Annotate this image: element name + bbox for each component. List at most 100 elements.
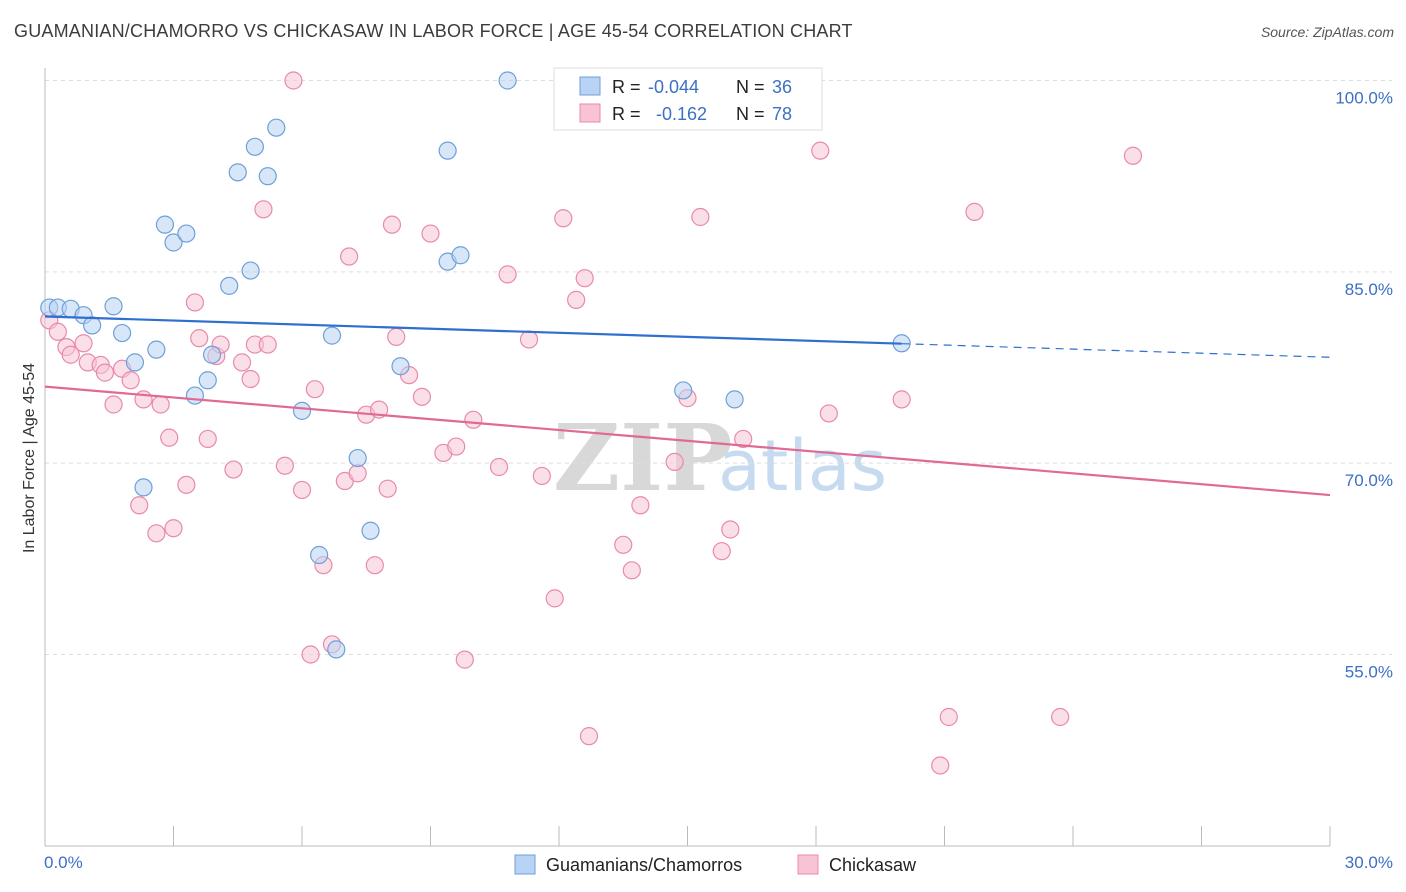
chart-title: GUAMANIAN/CHAMORRO VS CHICKASAW IN LABOR…: [14, 21, 853, 41]
chickasaw-point: [447, 437, 466, 456]
y-tick-label: 55.0%: [1345, 663, 1393, 682]
guamanian-point: [147, 340, 166, 359]
chickasaw-point: [232, 353, 252, 372]
legend-r-label-blue: R =: [612, 77, 641, 97]
guamanian-point: [438, 141, 457, 160]
chickasaw-point: [160, 428, 179, 447]
chickasaw-point: [284, 71, 303, 90]
chickasaw-point: [365, 556, 384, 575]
chickasaw-point: [665, 452, 684, 471]
chickasaw-point: [275, 456, 294, 475]
guamanian-point: [310, 545, 329, 565]
guamanian-point: [451, 246, 470, 265]
guamanian-point: [674, 381, 693, 400]
chickasaw-point: [130, 496, 149, 515]
chickasaw-point: [965, 202, 984, 221]
chickasaw-point: [224, 460, 243, 479]
watermark-zip: ZIP: [553, 404, 732, 512]
source-label: Source: ZipAtlas.com: [1260, 24, 1394, 40]
guamanian-point: [83, 316, 102, 335]
guamanian-point: [498, 71, 517, 90]
legend-r-value-blue: -0.044: [648, 77, 699, 97]
guamanian-point: [202, 345, 222, 364]
chickasaw-point: [177, 475, 196, 494]
chickasaw-point: [258, 335, 277, 354]
x-axis-ticks: [44, 826, 1331, 846]
chickasaw-point: [61, 345, 80, 364]
chickasaw-point: [382, 215, 402, 234]
chickasaw-point: [631, 496, 650, 515]
guamanian-point: [155, 215, 175, 234]
chickasaw-point: [104, 395, 123, 414]
chickasaw-point: [455, 650, 474, 669]
chickasaw-point: [421, 224, 440, 243]
bottom-legend: Guamanians/Chamorros Chickasaw: [514, 854, 917, 875]
chickasaw-point: [1123, 146, 1143, 165]
trend-line-dashed: [901, 343, 1331, 358]
chickasaw-point: [892, 390, 911, 409]
chickasaw-point: [811, 141, 830, 160]
chickasaw-point: [575, 269, 594, 288]
legend-n-value-blue: 36: [772, 77, 792, 97]
chickasaw-point: [348, 464, 367, 483]
chickasaw-point: [1051, 707, 1070, 727]
y-tick-label: 85.0%: [1345, 280, 1393, 299]
bottom-legend-label-guamanian: Guamanians/Chamorros: [546, 855, 742, 875]
bottom-legend-label-chickasaw: Chickasaw: [829, 855, 917, 875]
chickasaw-point: [241, 369, 260, 389]
guamanian-point: [125, 353, 145, 372]
guamanian-point: [361, 521, 380, 540]
guamanian-point: [220, 276, 239, 295]
chickasaw-point: [545, 589, 564, 608]
chickasaw-point: [190, 329, 209, 348]
trend-lines: [44, 315, 1331, 497]
x-tick-label-min: 0.0%: [44, 853, 83, 872]
chickasaw-point: [554, 209, 573, 228]
y-tick-label: 70.0%: [1345, 471, 1393, 490]
chickasaw-point: [734, 429, 753, 449]
guamanian-point: [725, 390, 744, 409]
chickasaw-point: [819, 404, 838, 423]
legend-swatch-pink: [579, 103, 601, 123]
chickasaw-point: [198, 429, 217, 449]
guamanian-point: [185, 386, 205, 405]
legend-swatch-blue: [579, 76, 601, 96]
chickasaw-point: [721, 520, 740, 539]
guamanian-point: [391, 357, 410, 376]
guamanian-point: [245, 137, 264, 156]
bottom-legend-swatch-blue: [514, 854, 536, 875]
series-guamanian-points: [40, 71, 911, 659]
chickasaw-point: [532, 466, 551, 486]
chickasaw-point: [95, 363, 115, 382]
chickasaw-point: [48, 322, 67, 341]
chickasaw-point: [387, 327, 406, 346]
chickasaw-point: [121, 371, 140, 390]
chickasaw-point: [292, 480, 312, 500]
trend-line-solid: [44, 385, 1331, 497]
y-axis-label: In Labor Force | Age 45-54: [21, 363, 38, 553]
guamanian-point: [112, 323, 132, 343]
chickasaw-point: [691, 207, 710, 227]
chickasaw-point: [464, 410, 483, 429]
chickasaw-point: [614, 535, 633, 554]
chickasaw-point: [301, 645, 320, 664]
legend-n-value-pink: 78: [772, 104, 792, 124]
guamanian-point: [241, 261, 260, 280]
chickasaw-point: [931, 756, 950, 775]
legend-r-label-pink: R =: [612, 104, 641, 124]
chickasaw-point: [147, 524, 166, 543]
chickasaw-point: [412, 387, 432, 406]
guamanian-point: [258, 167, 277, 186]
chickasaw-point: [489, 457, 509, 477]
legend-r-value-pink: -0.162: [656, 104, 707, 124]
trend-line-solid: [44, 315, 902, 345]
guamanian-point: [327, 640, 346, 659]
legend-n-label-blue: N =: [736, 77, 765, 97]
guamanian-point: [267, 118, 286, 137]
chickasaw-point: [498, 265, 517, 284]
bottom-legend-swatch-pink: [797, 854, 819, 875]
chickasaw-point: [712, 542, 731, 561]
chickasaw-point: [622, 561, 641, 580]
chickasaw-point: [939, 707, 958, 727]
